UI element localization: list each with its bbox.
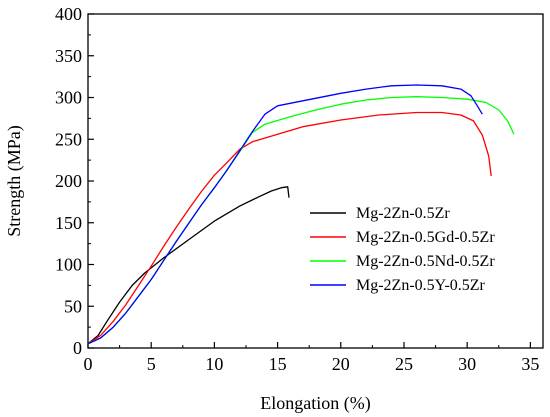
legend-label: Mg-2Zn-0.5Gd-0.5Zr (356, 229, 495, 246)
legend: Mg-2Zn-0.5Zr Mg-2Zn-0.5Gd-0.5Zr Mg-2Zn-0.5… (310, 205, 495, 294)
y-tick-label: 350 (55, 46, 82, 66)
y-tick-label: 100 (55, 255, 82, 275)
series-line-2 (87, 96, 515, 345)
y-tick-label: 50 (64, 296, 82, 316)
x-tick-label: 15 (269, 354, 287, 374)
y-axis-ticks: 0 50 100 150 200 250 300 350 400 (55, 4, 94, 358)
legend-label: Mg-2Zn-0.5Y-0.5Zr (356, 277, 486, 294)
plot-area (87, 13, 544, 349)
x-tick-label: 35 (521, 354, 539, 374)
x-tick-label: 10 (205, 354, 223, 374)
series-lines (87, 84, 515, 345)
y-tick-label: 200 (55, 171, 82, 191)
y-tick-label: 250 (55, 129, 82, 149)
y-tick-label: 300 (55, 88, 82, 108)
legend-label: Mg-2Zn-0.5Nd-0.5Zr (356, 253, 495, 270)
x-tick-label: 20 (332, 354, 350, 374)
x-tick-label: 5 (147, 354, 156, 374)
series-line-1 (87, 111, 492, 345)
y-tick-label: 150 (55, 213, 82, 233)
x-tick-label: 0 (84, 354, 93, 374)
x-tick-label: 25 (395, 354, 413, 374)
series-line-3 (87, 84, 483, 345)
plot-frame (87, 13, 544, 349)
x-axis-title: Elongation (%) (260, 393, 370, 414)
x-axis-ticks: 0 5 10 15 20 25 30 35 (84, 342, 539, 374)
x-tick-label: 30 (458, 354, 476, 374)
series-line-0 (87, 186, 290, 345)
legend-label: Mg-2Zn-0.5Zr (356, 205, 450, 222)
y-axis-title: Strength (MPa) (4, 125, 25, 237)
y-tick-label: 400 (55, 4, 82, 24)
y-tick-label: 0 (73, 338, 82, 358)
